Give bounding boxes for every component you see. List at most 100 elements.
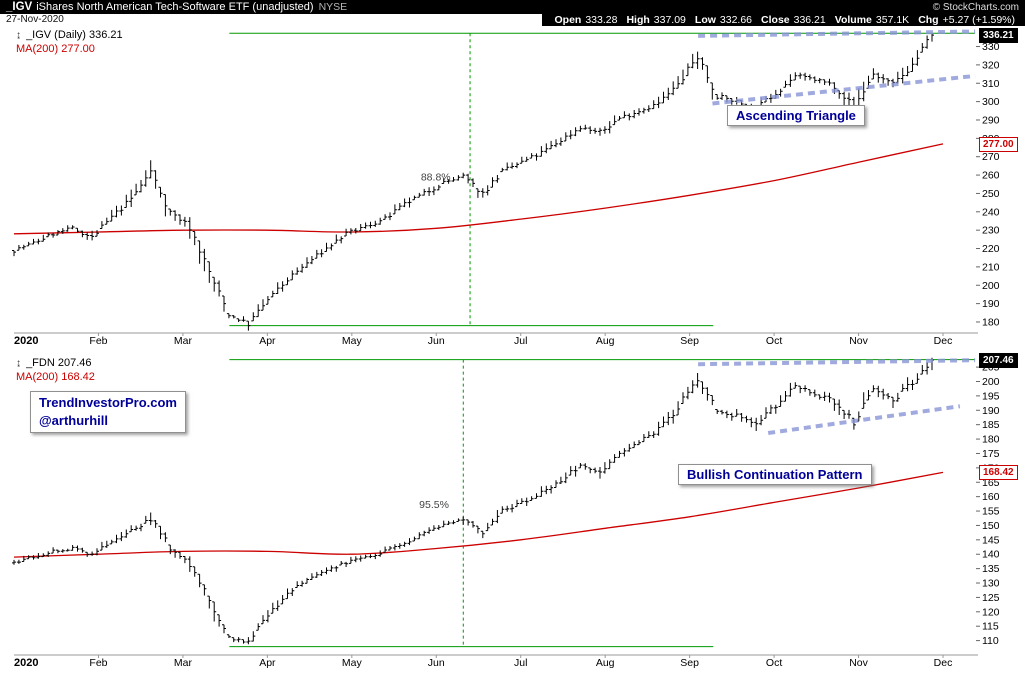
svg-text:135: 135 [982, 563, 1000, 575]
high-value: 337.09 [653, 14, 686, 26]
updown-arrows-icon: ↨ [16, 30, 21, 41]
svg-text:310: 310 [982, 78, 1000, 90]
watermark-box: TrendInvestorPro.com @arthurhill [30, 391, 186, 433]
svg-text:150: 150 [982, 520, 1000, 532]
svg-text:2020: 2020 [14, 657, 38, 669]
svg-text:155: 155 [982, 506, 1000, 518]
svg-text:Jul: Jul [514, 657, 527, 669]
svg-text:Nov: Nov [849, 335, 868, 347]
svg-text:Feb: Feb [89, 657, 107, 669]
fdn-legend-text: _FDN 207.46 [26, 357, 92, 369]
svg-text:185: 185 [982, 419, 1000, 431]
close-label: Close [761, 14, 790, 26]
svg-text:Dec: Dec [934, 657, 953, 669]
svg-text:95.5%: 95.5% [419, 499, 449, 511]
fdn-ma-price-tag: 168.42 [979, 465, 1018, 480]
svg-text:Oct: Oct [766, 657, 782, 669]
fdn-ma-legend: MA(200) 168.42 [16, 371, 95, 383]
svg-text:330: 330 [982, 41, 1000, 53]
svg-text:250: 250 [982, 188, 1000, 200]
svg-text:Apr: Apr [259, 335, 276, 347]
chg-value: +5.27 (+1.59%) [942, 14, 1015, 26]
svg-text:180: 180 [982, 434, 1000, 446]
svg-text:Oct: Oct [766, 335, 782, 347]
svg-text:320: 320 [982, 59, 1000, 71]
igv-legend: ↨ _IGV (Daily) 336.21 [16, 29, 123, 41]
svg-text:May: May [342, 657, 363, 669]
svg-text:190: 190 [982, 405, 1000, 417]
svg-text:175: 175 [982, 448, 1000, 460]
svg-text:Nov: Nov [849, 657, 868, 669]
volume-value: 357.1K [875, 14, 910, 26]
watermark-handle: @arthurhill [39, 413, 109, 428]
quote-summary: Open 333.28 High 337.09 Low 332.66 Close 336… [542, 14, 1025, 26]
header-quote-row: 27-Nov-2020 Open 333.28 High 337.09 Low 332… [0, 14, 1025, 26]
svg-text:260: 260 [982, 170, 1000, 182]
svg-text:115: 115 [982, 621, 999, 633]
svg-text:200: 200 [982, 280, 1000, 292]
igv-ma-price-tag: 277.00 [979, 137, 1018, 152]
svg-text:Sep: Sep [680, 657, 699, 669]
svg-text:Apr: Apr [259, 657, 276, 669]
svg-text:200: 200 [982, 376, 1000, 388]
open-value: 333.28 [585, 14, 618, 26]
header: _IGV iShares North American Tech-Software… [0, 0, 1025, 26]
copyright-label: © StockCharts.com [932, 1, 1019, 13]
svg-text:Dec: Dec [934, 335, 953, 347]
svg-text:110: 110 [982, 635, 999, 647]
low-value: 332.66 [719, 14, 753, 26]
ascending-triangle-label: Ascending Triangle [727, 105, 865, 126]
symbol-label: _IGV [6, 1, 33, 13]
chart-date: 27-Nov-2020 [6, 14, 64, 25]
igv-legend-text: _IGV (Daily) 336.21 [26, 29, 123, 41]
svg-text:Jun: Jun [428, 657, 445, 669]
updown-arrows-icon: ↨ [16, 358, 21, 369]
svg-text:Jul: Jul [514, 335, 527, 347]
svg-text:140: 140 [982, 549, 1000, 561]
chart-title: _IGV iShares North American Tech-Software… [6, 1, 347, 13]
svg-text:230: 230 [982, 225, 1000, 237]
svg-text:Jun: Jun [428, 335, 445, 347]
svg-text:180: 180 [982, 316, 1000, 328]
svg-text:130: 130 [982, 578, 1000, 590]
open-label: Open [554, 14, 582, 26]
svg-text:Mar: Mar [174, 335, 193, 347]
igv-last-price-tag: 336.21 [979, 28, 1018, 43]
chg-label: Chg [918, 14, 939, 26]
svg-text:195: 195 [982, 390, 1000, 402]
svg-text:Sep: Sep [680, 335, 699, 347]
svg-text:240: 240 [982, 206, 1000, 218]
svg-text:270: 270 [982, 151, 1000, 163]
svg-text:210: 210 [982, 261, 1000, 273]
high-label: High [626, 14, 650, 26]
svg-text:190: 190 [982, 298, 1000, 310]
bullish-continuation-label: Bullish Continuation Pattern [678, 464, 872, 485]
svg-text:300: 300 [982, 96, 1000, 108]
watermark-site: TrendInvestorPro.com [39, 395, 177, 410]
fdn-legend: ↨ _FDN 207.46 [16, 357, 92, 369]
header-title-row: _IGV iShares North American Tech-Software… [0, 0, 1025, 14]
svg-text:125: 125 [982, 592, 1000, 604]
svg-text:Aug: Aug [596, 335, 615, 347]
low-label: Low [694, 14, 716, 26]
svg-text:220: 220 [982, 243, 1000, 255]
chart-_FDN: 2020FebMarAprMayJunJulAugSepOctNovDec205… [12, 357, 1000, 669]
exchange-label: NYSE [318, 1, 348, 13]
svg-text:2020: 2020 [14, 335, 38, 347]
svg-text:May: May [342, 335, 363, 347]
svg-text:120: 120 [982, 606, 1000, 618]
volume-label: Volume [834, 14, 872, 26]
svg-text:Feb: Feb [89, 335, 107, 347]
security-name: iShares North American Tech-Software ETF… [36, 1, 314, 13]
svg-text:290: 290 [982, 114, 1000, 126]
chart-_IGV: 2020 Feb Mar Apr May Jun Jul Aug Sep Oct Nov Dec 330… [12, 29, 1000, 347]
igv-ma-legend: MA(200) 277.00 [16, 43, 95, 55]
close-value: 336.21 [793, 14, 826, 26]
svg-text:145: 145 [982, 534, 1000, 546]
svg-text:Aug: Aug [596, 657, 615, 669]
svg-text:160: 160 [982, 491, 1000, 503]
fdn-last-price-tag: 207.46 [979, 353, 1018, 368]
svg-text:88.8%: 88.8% [421, 172, 451, 184]
